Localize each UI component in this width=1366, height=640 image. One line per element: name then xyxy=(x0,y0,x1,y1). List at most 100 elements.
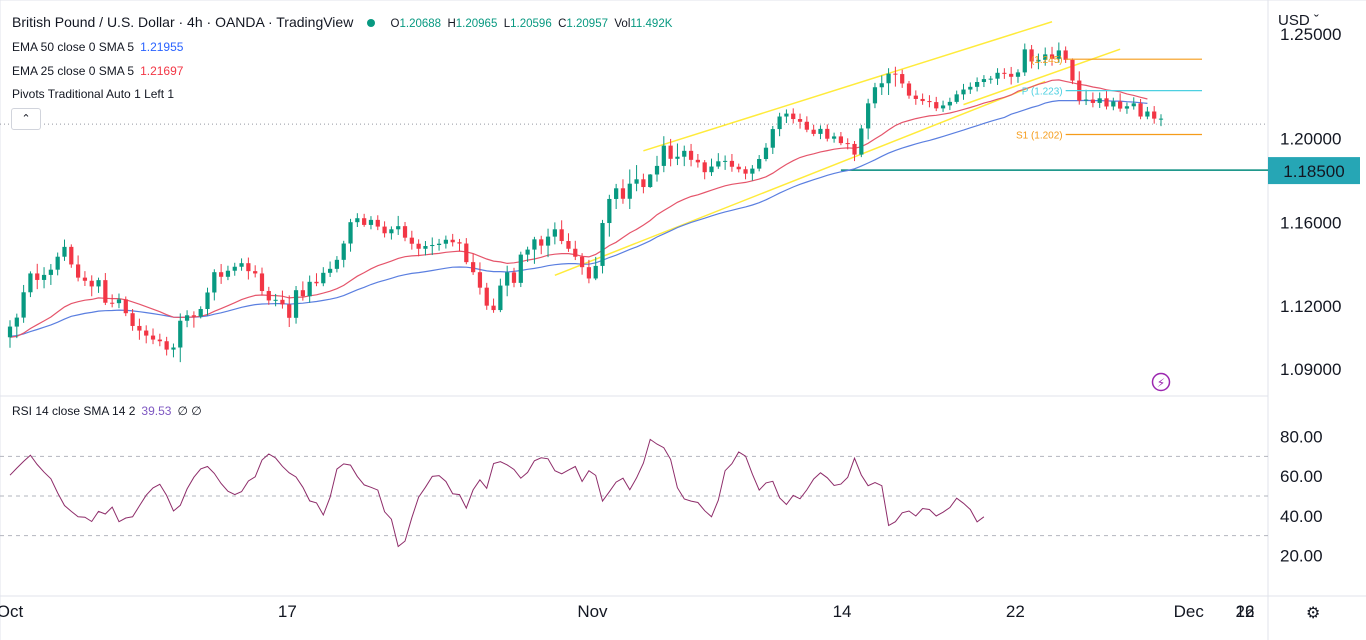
candle-body xyxy=(362,218,367,225)
gear-icon[interactable]: ⚙ xyxy=(1306,605,1321,622)
candle-body xyxy=(409,237,414,244)
ema50-label: EMA 50 close 0 SMA 5 xyxy=(12,40,135,54)
channel-upper-line xyxy=(643,21,1053,152)
candle-body xyxy=(116,299,122,304)
candle-body xyxy=(797,119,803,122)
candle-body xyxy=(975,82,980,87)
candle-body xyxy=(607,198,612,224)
rsi-tick-label: 80.00 xyxy=(1280,428,1323,447)
candle-body xyxy=(96,280,101,287)
candle-body xyxy=(280,299,285,305)
candle-body xyxy=(750,168,755,174)
candle-body xyxy=(7,326,13,338)
candle-body xyxy=(831,136,837,139)
open-value: 1.20688 xyxy=(399,18,442,30)
candle-body xyxy=(110,302,115,304)
candle-body xyxy=(212,272,217,293)
candle-body xyxy=(723,160,728,162)
pivots-label: Pivots Traditional Auto 1 Left 1 xyxy=(12,87,175,101)
candle-body xyxy=(988,78,993,80)
candle-body xyxy=(82,277,88,281)
candle-body xyxy=(906,83,912,96)
candle-body xyxy=(763,147,769,160)
candle-body xyxy=(1049,54,1055,59)
collapse-legend-button[interactable]: ⌃ xyxy=(11,108,41,130)
candle-body xyxy=(559,229,564,242)
candle-body xyxy=(498,285,503,311)
candle-body xyxy=(641,179,646,188)
ema50-legend[interactable]: EMA 50 close 0 SMA 5 1.21955 xyxy=(12,40,183,54)
candle-body xyxy=(947,101,952,106)
candle-body xyxy=(137,325,142,331)
candle-body xyxy=(253,271,258,274)
close-value: 1.20957 xyxy=(566,18,608,30)
candle-body xyxy=(144,330,149,336)
candle-body xyxy=(961,89,966,95)
candle-body xyxy=(430,244,435,247)
candle-body xyxy=(287,304,292,318)
candle-body xyxy=(579,256,585,268)
time-tick-label: Dec xyxy=(1174,602,1205,621)
rsi-tick-label: 60.00 xyxy=(1280,467,1323,486)
candle-body xyxy=(273,299,278,301)
candle-body xyxy=(246,263,251,272)
candle-body xyxy=(1015,72,1021,77)
candle-body xyxy=(1070,59,1075,81)
candle-body xyxy=(157,339,162,342)
ema25-legend[interactable]: EMA 25 close 0 SMA 5 1.21697 xyxy=(12,64,183,78)
rsi-tick-label: 40.00 xyxy=(1280,507,1323,526)
candle-body xyxy=(150,335,156,340)
candle-body xyxy=(423,246,428,249)
time-tick-label: Oct xyxy=(0,602,23,621)
time-tick-label: 12 xyxy=(1236,602,1255,621)
candle-body xyxy=(552,229,557,237)
time-tick-label: 22 xyxy=(1006,602,1025,621)
candle-body xyxy=(777,116,782,130)
ema50-value: 1.21955 xyxy=(140,40,184,54)
candle-body xyxy=(184,315,190,321)
market-status-dot xyxy=(367,19,376,28)
candle-body xyxy=(1002,72,1007,74)
price-tick-label: 1.12000 xyxy=(1280,297,1341,316)
ema25-label: EMA 25 close 0 SMA 5 xyxy=(12,64,135,78)
symbol-title[interactable]: British Pound / U.S. Dollar · 4h · OANDA… xyxy=(12,14,354,30)
symbol-header: British Pound / U.S. Dollar · 4h · OANDA… xyxy=(12,14,672,30)
price-tick-label: 1.25000 xyxy=(1280,25,1341,44)
candle-body xyxy=(702,162,707,173)
candle-body xyxy=(695,159,700,163)
candle-body xyxy=(1124,106,1130,109)
low-value: 1.20596 xyxy=(510,18,552,30)
candle-body xyxy=(620,188,626,199)
candle-body xyxy=(661,145,666,166)
candle-body xyxy=(491,305,496,311)
candle-body xyxy=(178,320,183,348)
ohlc-readout: O1.20688 H1.20965 L1.20596 C1.20957 Vol1… xyxy=(390,18,673,30)
rsi-value: 39.53 xyxy=(141,404,172,418)
candle-body xyxy=(457,242,462,244)
candle-body xyxy=(300,290,305,297)
time-tick-label: 17 xyxy=(278,602,297,621)
candle-body xyxy=(123,299,128,314)
candle-body xyxy=(14,317,19,327)
rsi-legend[interactable]: RSI 14 close SMA 14 2 39.53 ∅ ∅ xyxy=(12,404,202,418)
candle-body xyxy=(614,188,619,199)
candle-body xyxy=(41,274,47,280)
candle-body xyxy=(327,268,333,273)
candle-body xyxy=(545,236,551,246)
candle-body xyxy=(688,150,694,160)
candle-body xyxy=(770,129,775,148)
pivot-label: (1.245) xyxy=(1031,55,1063,66)
candle-body xyxy=(75,264,81,278)
candle-body xyxy=(736,166,741,170)
candle-body xyxy=(709,166,714,173)
candle-body xyxy=(1083,99,1089,101)
currency-selector[interactable]: USD ˇ xyxy=(1278,12,1319,29)
candle-body xyxy=(729,160,735,167)
pivots-legend[interactable]: Pivots Traditional Auto 1 Left 1 xyxy=(12,87,174,101)
candle-body xyxy=(171,347,176,350)
candle-body xyxy=(872,87,878,104)
candle-body xyxy=(668,145,673,159)
time-tick-label: 14 xyxy=(833,602,852,621)
candle-body xyxy=(627,183,632,199)
